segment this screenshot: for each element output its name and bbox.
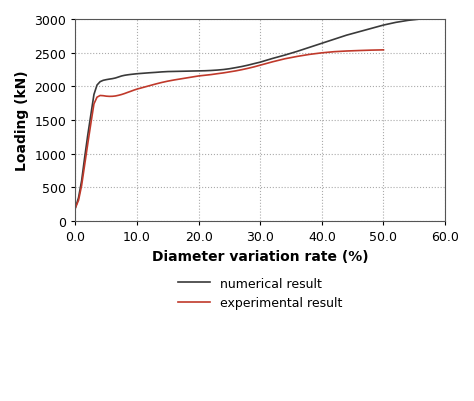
numerical result: [233, 66, 238, 71]
experimental result: [122, 92, 128, 97]
experimental result: [214, 72, 220, 77]
numerical result: [420, 17, 426, 22]
experimental result: [381, 49, 386, 53]
experimental result: [119, 93, 125, 97]
experimental result: [73, 206, 78, 211]
experimental result: [368, 49, 374, 53]
numerical result: [208, 69, 214, 74]
Line: experimental result: experimental result: [75, 51, 383, 208]
Legend: numerical result, experimental result: numerical result, experimental result: [173, 272, 347, 314]
experimental result: [107, 95, 112, 99]
numerical result: [202, 69, 208, 74]
X-axis label: Diameter variation rate (%): Diameter variation rate (%): [152, 249, 369, 263]
Y-axis label: Loading (kN): Loading (kN): [15, 71, 29, 171]
experimental result: [233, 69, 238, 74]
numerical result: [100, 79, 106, 83]
Line: numerical result: numerical result: [75, 20, 423, 208]
numerical result: [134, 72, 140, 77]
numerical result: [190, 69, 195, 74]
numerical result: [73, 206, 78, 211]
